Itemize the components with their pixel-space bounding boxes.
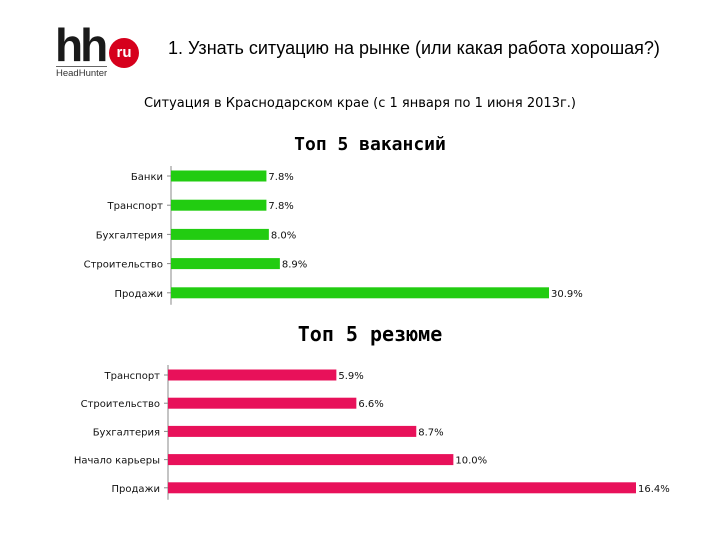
bar [168,454,454,466]
chart-title-resumes: Топ 5 резюме [297,322,443,346]
bar [168,397,357,409]
bar [171,258,280,270]
value-label: 8.9% [282,260,307,271]
bar [168,425,417,437]
headhunter-logo: hh ru HeadHunter [55,22,145,80]
category-label: Продажи [111,484,160,495]
value-label: 5.9% [338,371,363,382]
value-label: 30.9% [551,289,583,300]
category-label: Строительство [81,399,160,410]
value-label: 7.8% [268,172,293,183]
category-label: Начало карьеры [74,456,160,467]
bar [171,170,267,182]
chart-title-vacancies: Топ 5 вакансий [294,134,446,155]
value-label: 8.7% [418,427,443,438]
category-label: Транспорт [107,201,164,212]
category-label: Транспорт [104,371,161,382]
value-label: 6.6% [358,399,383,410]
slide-subtitle: Ситуация в Краснодарском крае (с 1 январ… [143,96,576,111]
slide-title: 1. Узнать ситуацию на рынке (или какая р… [168,38,660,58]
logo-ru-badge: ru [109,38,139,68]
logo-hh-text: hh [55,19,108,71]
category-label: Бухгалтерия [96,230,163,241]
value-label: 16.4% [638,484,670,495]
bar [168,369,337,381]
category-label: Строительство [84,260,163,271]
bar [171,287,549,299]
bar [171,199,267,211]
logo-caption: HeadHunter [56,66,108,79]
value-label: 8.0% [271,230,296,241]
category-label: Продажи [114,289,163,300]
bar [168,482,636,494]
bar [171,228,269,240]
category-label: Банки [131,172,163,183]
category-label: Бухгалтерия [93,427,160,438]
value-label: 10.0% [455,456,487,467]
value-label: 7.8% [268,201,293,212]
